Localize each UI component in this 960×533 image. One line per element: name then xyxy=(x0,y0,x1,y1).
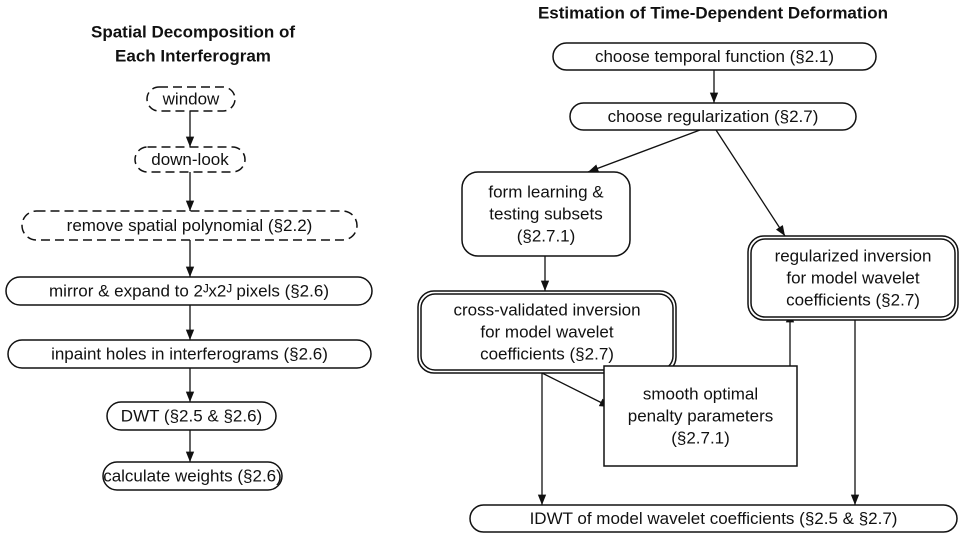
node-label: choose temporal function (§2.1) xyxy=(595,47,834,66)
node-label: regularized inversion xyxy=(775,246,932,265)
node-box xyxy=(102,461,283,491)
node-box xyxy=(569,102,857,131)
node-label: cross-validated inversion xyxy=(453,300,640,319)
node-box xyxy=(469,504,958,533)
node-label: testing subsets xyxy=(489,204,602,223)
node: cross-validated inversion for model wavel… xyxy=(417,290,677,374)
node-inner-box xyxy=(750,238,956,318)
column-title: Estimation of Time-Dependent Deformation xyxy=(538,3,888,22)
node-box xyxy=(21,210,358,241)
column-title: Each Interferogram xyxy=(115,46,271,65)
node-label: (§2.7.1) xyxy=(671,428,730,447)
node-inner-box xyxy=(420,293,674,371)
arrow xyxy=(541,372,611,408)
node: window xyxy=(146,86,236,112)
node: mirror & expand to 2ᴶx2ᴶ pixels (§2.6) xyxy=(5,276,373,306)
node: DWT (§2.5 & §2.6) xyxy=(106,401,277,431)
node: remove spatial polynomial (§2.2) xyxy=(21,210,358,241)
node-box xyxy=(106,401,277,431)
arrow xyxy=(715,129,786,237)
node: down-look xyxy=(134,146,246,173)
node-label: choose regularization (§2.7) xyxy=(608,107,819,126)
node-label: form learning & xyxy=(488,182,604,201)
node-label: coefficients (§2.7) xyxy=(480,344,614,363)
node-label: inpaint holes in interferograms (§2.6) xyxy=(51,344,328,363)
node: inpaint holes in interferograms (§2.6) xyxy=(7,339,372,369)
node-label: smooth optimal xyxy=(643,384,758,403)
arrow xyxy=(587,129,701,173)
node-box xyxy=(603,365,798,467)
node-box xyxy=(134,146,246,173)
node: regularized inversion for model wavelet co… xyxy=(747,235,959,321)
node-label: IDWT of model wavelet coefficients (§2.5… xyxy=(530,509,898,528)
node: calculate weights (§2.6) xyxy=(102,461,283,491)
node-box xyxy=(146,86,236,112)
node: form learning & testing subsets (§2.7.1) xyxy=(461,171,631,257)
node-label: mirror & expand to 2ᴶx2ᴶ pixels (§2.6) xyxy=(49,281,329,300)
node: choose temporal function (§2.1) xyxy=(552,42,877,71)
node-label: window xyxy=(162,89,220,108)
node: smooth optimal penalty parameters (§2.7.1) xyxy=(603,365,798,467)
node: IDWT of model wavelet coefficients (§2.5… xyxy=(469,504,958,533)
node: choose regularization (§2.7) xyxy=(569,102,857,131)
node-label: remove spatial polynomial (§2.2) xyxy=(67,216,313,235)
node-label: DWT (§2.5 & §2.6) xyxy=(121,406,262,425)
node-label: for model wavelet xyxy=(786,268,920,287)
node-label: coefficients (§2.7) xyxy=(786,290,920,309)
node-label: down-look xyxy=(151,150,229,169)
node-box xyxy=(552,42,877,71)
node-label: calculate weights (§2.6) xyxy=(103,466,282,485)
node-label: for model wavelet xyxy=(480,322,614,341)
node-box xyxy=(7,339,372,369)
node-label: (§2.7.1) xyxy=(517,226,576,245)
column-title: Spatial Decomposition of xyxy=(91,22,295,41)
node-label: penalty parameters xyxy=(628,406,774,425)
node-box xyxy=(461,171,631,257)
node-box xyxy=(5,276,373,306)
